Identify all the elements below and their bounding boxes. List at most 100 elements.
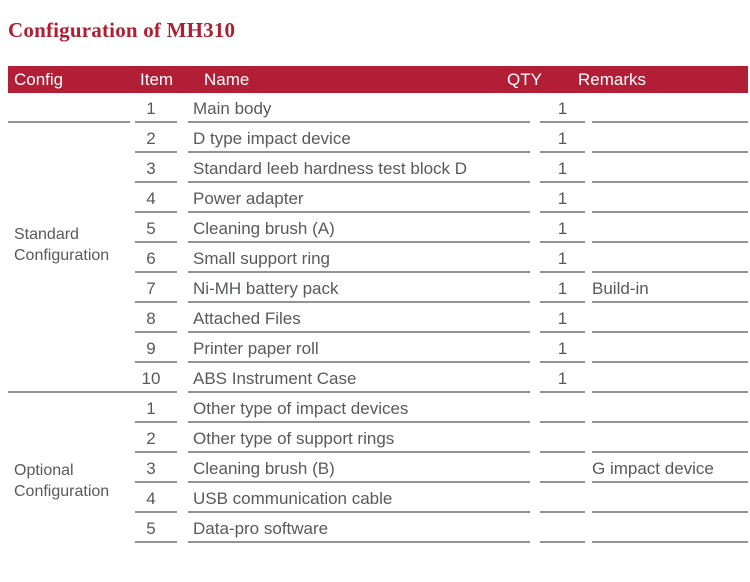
header-config: Config <box>14 69 64 89</box>
cell-config <box>8 333 130 363</box>
table-row: 3 Standard leeb hardness test block D 1 <box>8 153 748 183</box>
cell-remarks <box>592 423 748 453</box>
cell-remarks <box>592 363 748 393</box>
table-header-row: Config Item Name QTY Remarks <box>8 66 748 93</box>
cell-config <box>8 123 130 153</box>
cell-qty: 1 <box>540 303 585 333</box>
cell-qty <box>540 393 585 423</box>
cell-config <box>8 393 130 423</box>
cell-item: 1 <box>135 93 177 123</box>
cell-qty: 1 <box>540 243 585 273</box>
cell-remarks <box>592 393 748 423</box>
cell-item: 2 <box>135 123 177 153</box>
cell-remarks <box>592 333 748 363</box>
cell-item: 5 <box>135 513 177 543</box>
cell-item: 2 <box>135 423 177 453</box>
cell-remarks <box>592 513 748 543</box>
configuration-table: Config Item Name QTY Remarks Standard Co… <box>8 66 748 543</box>
cell-item: 5 <box>135 213 177 243</box>
cell-item: 9 <box>135 333 177 363</box>
cell-name: Small support ring <box>188 243 530 273</box>
cell-qty: 1 <box>540 123 585 153</box>
cell-item: 10 <box>135 363 177 393</box>
page-title: Configuration of MH310 <box>8 18 236 42</box>
cell-qty <box>540 453 585 483</box>
cell-item: 6 <box>135 243 177 273</box>
table-rows: Standard Configuration Optional Configur… <box>8 93 748 543</box>
table-row: 1 Main body 1 <box>8 93 748 123</box>
table-row: 2 Other type of support rings <box>8 423 748 453</box>
table-row: 5 Data-pro software <box>8 513 748 543</box>
cell-name: Main body <box>188 93 530 123</box>
cell-item: 1 <box>135 393 177 423</box>
cell-name: Other type of impact devices <box>188 393 530 423</box>
header-remarks: Remarks <box>578 69 647 89</box>
cell-name: Cleaning brush (A) <box>188 213 530 243</box>
cell-config <box>8 303 130 333</box>
cell-qty: 1 <box>540 333 585 363</box>
cell-qty: 1 <box>540 153 585 183</box>
cell-config <box>8 273 130 303</box>
cell-config <box>8 93 130 123</box>
cell-remarks <box>592 123 748 153</box>
cell-qty <box>540 423 585 453</box>
table-row: 6 Small support ring 1 <box>8 243 748 273</box>
config-label-line: Configuration <box>14 247 110 264</box>
config-label-line: Standard <box>14 226 79 243</box>
cell-name: Cleaning brush (B) <box>188 453 530 483</box>
cell-name: Other type of support rings <box>188 423 530 453</box>
cell-item: 4 <box>135 483 177 513</box>
cell-remarks: G impact device <box>592 453 748 483</box>
cell-config <box>8 153 130 183</box>
cell-name: Standard leeb hardness test block D <box>188 153 530 183</box>
table-row: 5 Cleaning brush (A) 1 <box>8 213 748 243</box>
table-row: 9 Printer paper roll 1 <box>8 333 748 363</box>
cell-name: Power adapter <box>188 183 530 213</box>
cell-item: 3 <box>135 153 177 183</box>
cell-remarks <box>592 153 748 183</box>
cell-qty: 1 <box>540 183 585 213</box>
cell-remarks <box>592 213 748 243</box>
cell-name: Printer paper roll <box>188 333 530 363</box>
table-row: 7 Ni-MH battery pack 1 Build-in <box>8 273 748 303</box>
cell-qty <box>540 513 585 543</box>
cell-name: ABS Instrument Case <box>188 363 530 393</box>
cell-remarks <box>592 483 748 513</box>
table-row: 10 ABS Instrument Case 1 <box>8 363 748 393</box>
cell-remarks <box>592 93 748 123</box>
cell-qty: 1 <box>540 93 585 123</box>
header-item: Item <box>140 69 174 89</box>
table-row: 8 Attached Files 1 <box>8 303 748 333</box>
config-label-line: Optional <box>14 462 74 479</box>
table-row: 2 D type impact device 1 <box>8 123 748 153</box>
header-qty: QTY <box>507 69 542 89</box>
cell-item: 7 <box>135 273 177 303</box>
cell-item: 3 <box>135 453 177 483</box>
cell-item: 8 <box>135 303 177 333</box>
table-row: 4 Power adapter 1 <box>8 183 748 213</box>
cell-item: 4 <box>135 183 177 213</box>
cell-config <box>8 363 130 393</box>
cell-config <box>8 423 130 453</box>
config-label-line: Configuration <box>14 483 110 500</box>
cell-remarks: Build-in <box>592 273 748 303</box>
config-group-divider-middle <box>8 391 177 393</box>
cell-qty <box>540 483 585 513</box>
cell-qty: 1 <box>540 213 585 243</box>
header-name: Name <box>204 69 250 89</box>
cell-remarks <box>592 243 748 273</box>
cell-remarks <box>592 303 748 333</box>
cell-name: USB communication cable <box>188 483 530 513</box>
config-group-label-standard: Standard Configuration <box>14 224 109 266</box>
config-group-label-optional: Optional Configuration <box>14 460 109 502</box>
cell-config <box>8 513 130 543</box>
cell-qty: 1 <box>540 273 585 303</box>
cell-remarks <box>592 183 748 213</box>
cell-name: Attached Files <box>188 303 530 333</box>
cell-name: D type impact device <box>188 123 530 153</box>
cell-name: Data-pro software <box>188 513 530 543</box>
cell-qty: 1 <box>540 363 585 393</box>
table-row: 4 USB communication cable <box>8 483 748 513</box>
table-row: 1 Other type of impact devices <box>8 393 748 423</box>
